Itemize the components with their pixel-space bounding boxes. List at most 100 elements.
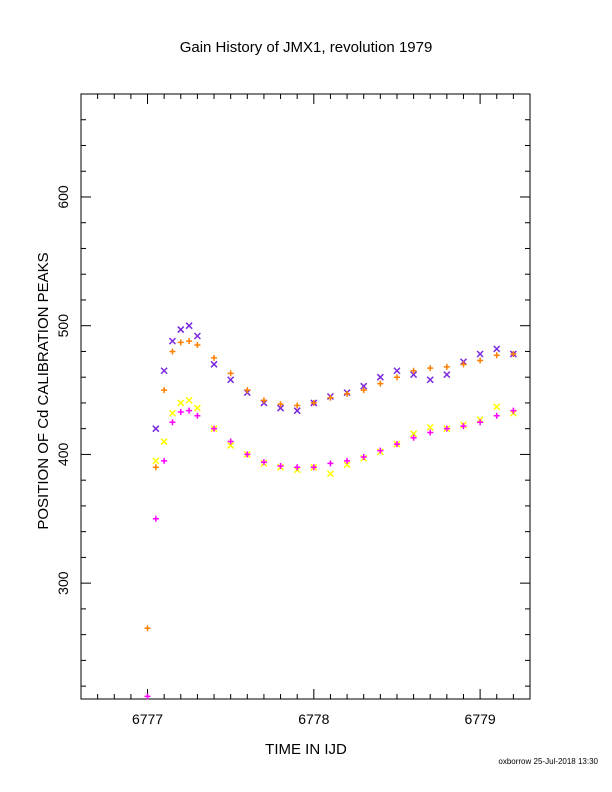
- data-point: [410, 371, 418, 379]
- data-point: [310, 399, 317, 406]
- data-point: [293, 407, 301, 415]
- data-point: [177, 399, 185, 407]
- series-2: [152, 322, 517, 433]
- ticks: [81, 93, 531, 699]
- data-point: [360, 454, 367, 460]
- data-point: [460, 361, 467, 368]
- plot-frame: [80, 93, 531, 700]
- series-1: [144, 407, 517, 700]
- data-point: [168, 409, 176, 417]
- data-point: [343, 461, 351, 469]
- data-point: [186, 338, 193, 345]
- y-axis-label: POSITION OF Cd CALIBRATION PEAKS: [35, 252, 52, 529]
- x-tick-label: 6779: [465, 711, 496, 727]
- data-point: [344, 457, 351, 464]
- data-point: [177, 408, 184, 415]
- data-point: [277, 404, 285, 412]
- data-point: [177, 339, 184, 346]
- data-point: [443, 425, 450, 432]
- x-tick-label: 6777: [132, 711, 163, 727]
- data-point: [493, 352, 500, 359]
- y-tick-label: 400: [55, 443, 71, 467]
- footer-timestamp: oxborrow 25-Jul-2018 13:30: [498, 757, 598, 766]
- data-point: [260, 459, 267, 466]
- data-point: [211, 354, 218, 361]
- data-point: [510, 407, 517, 414]
- data-point: [168, 337, 176, 345]
- x-tick-labels: 6777 6778 6779: [132, 711, 496, 727]
- data-point: [152, 425, 160, 433]
- data-point: [227, 370, 234, 377]
- data-point: [377, 447, 384, 454]
- data-point: [493, 345, 501, 353]
- data-point: [186, 407, 193, 414]
- data-point: [227, 376, 235, 384]
- data-point: [493, 412, 500, 419]
- data-point: [327, 394, 334, 401]
- data-point: [410, 434, 417, 441]
- data-point: [152, 515, 159, 522]
- data-point: [152, 464, 159, 471]
- data-point: [152, 457, 160, 465]
- data-point: [310, 464, 317, 471]
- data-point: [493, 403, 501, 411]
- data-point: [260, 397, 267, 404]
- data-point: [360, 387, 367, 394]
- data-point: [410, 367, 417, 374]
- data-point: [426, 423, 434, 431]
- data-point: [294, 402, 301, 409]
- data-point: [177, 326, 185, 334]
- y-tick-label: 500: [55, 314, 71, 338]
- data-point: [360, 382, 368, 390]
- data-point: [410, 430, 418, 438]
- data-point: [443, 363, 450, 370]
- data-point: [227, 441, 235, 449]
- data-point: [476, 350, 484, 358]
- data-point: [326, 470, 334, 478]
- data-point: [185, 396, 193, 404]
- data-point: [427, 365, 434, 372]
- data-point: [211, 425, 218, 432]
- data-point: [393, 367, 401, 375]
- data-point: [160, 367, 168, 375]
- data-point: [294, 464, 301, 471]
- data-point: [161, 387, 168, 394]
- data-point: [169, 348, 176, 355]
- data-point: [377, 380, 384, 387]
- data-point: [477, 357, 484, 364]
- data-point: [344, 390, 351, 397]
- data-point: [427, 429, 434, 436]
- data-point: [194, 412, 201, 419]
- data-point: [277, 463, 284, 470]
- data-point: [393, 374, 400, 381]
- data-point: [460, 423, 467, 430]
- data-point: [327, 460, 334, 467]
- y-tick-labels: 300 400 500 600: [55, 185, 71, 595]
- data-point: [193, 332, 201, 340]
- data-point: [144, 693, 151, 700]
- data-point: [144, 625, 151, 632]
- data-point: [193, 404, 201, 412]
- series-0: [144, 338, 517, 632]
- data-point: [244, 451, 251, 458]
- data-point: [443, 371, 451, 379]
- data-point: [393, 441, 400, 448]
- data-point: [210, 360, 218, 368]
- data-point: [194, 342, 201, 349]
- x-axis-label: TIME IN IJD: [265, 741, 347, 758]
- data-point: [277, 401, 284, 408]
- data-point: [227, 438, 234, 445]
- data-point: [477, 419, 484, 426]
- data-point: [244, 387, 251, 394]
- data-point: [185, 322, 193, 330]
- series-3: [152, 396, 517, 478]
- data-point: [161, 457, 168, 464]
- y-tick-label: 600: [55, 185, 71, 209]
- chart-title: Gain History of JMX1, revolution 1979: [180, 39, 433, 56]
- data-point: [376, 373, 384, 381]
- y-tick-label: 300: [55, 571, 71, 595]
- x-tick-label: 6778: [298, 711, 329, 727]
- data-point: [160, 438, 168, 446]
- data-point: [426, 376, 434, 384]
